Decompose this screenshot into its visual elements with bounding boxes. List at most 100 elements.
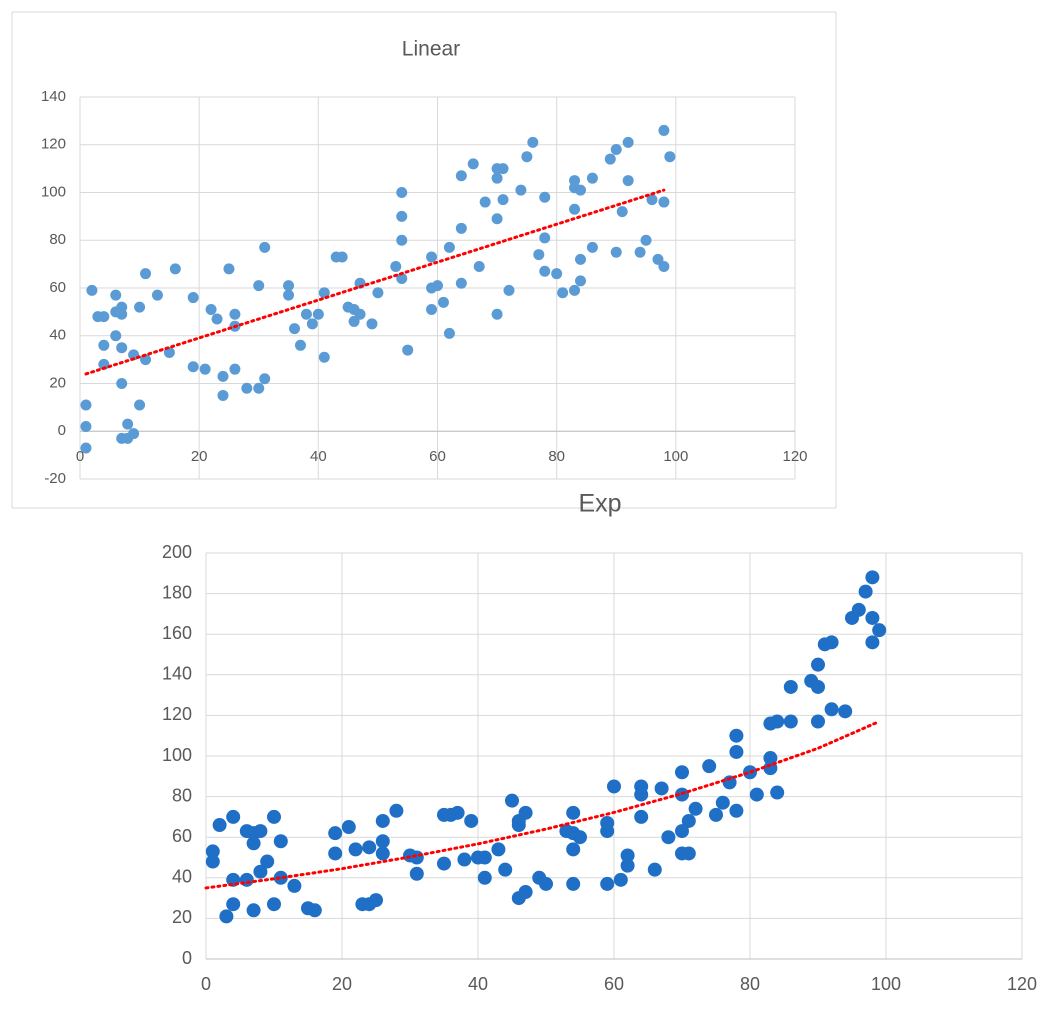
point xyxy=(409,850,424,865)
point xyxy=(658,261,670,273)
point xyxy=(658,124,670,136)
point xyxy=(246,836,261,851)
point xyxy=(328,846,343,861)
point xyxy=(566,842,581,857)
point xyxy=(763,751,778,766)
point xyxy=(838,704,853,719)
point xyxy=(527,136,539,148)
point xyxy=(273,834,288,849)
x-tick-label: 20 xyxy=(191,448,208,465)
chart-title: Linear xyxy=(402,38,460,61)
point xyxy=(443,241,455,253)
point xyxy=(675,765,689,780)
point xyxy=(503,284,515,296)
point xyxy=(253,382,265,394)
point xyxy=(566,876,581,891)
point xyxy=(477,850,492,865)
point xyxy=(366,318,378,330)
point xyxy=(98,311,110,323)
point xyxy=(477,870,492,885)
point xyxy=(187,361,199,373)
x-tick-label: 0 xyxy=(201,974,211,994)
point xyxy=(205,854,220,869)
point xyxy=(681,846,696,861)
point xyxy=(375,813,390,828)
point xyxy=(402,344,414,356)
point xyxy=(533,249,545,261)
x-tick-label: 100 xyxy=(871,974,901,994)
point xyxy=(675,824,689,839)
point xyxy=(640,234,652,246)
point xyxy=(681,813,696,828)
point xyxy=(539,191,551,203)
point xyxy=(783,714,798,729)
x-tick-label: 20 xyxy=(332,974,352,994)
x-tick-label: 120 xyxy=(1007,974,1037,994)
point xyxy=(455,170,467,182)
point xyxy=(80,420,92,432)
point xyxy=(865,635,880,650)
point xyxy=(294,339,306,351)
point xyxy=(375,846,390,861)
chart-border xyxy=(11,11,837,509)
x-tick-label: 100 xyxy=(663,448,688,465)
point xyxy=(226,809,241,824)
point xyxy=(569,203,581,215)
point xyxy=(702,759,717,774)
point xyxy=(443,327,455,339)
chart-title: Exp xyxy=(578,490,621,518)
point xyxy=(426,303,438,315)
point xyxy=(110,330,122,342)
x-tick-label: 40 xyxy=(310,448,327,465)
point xyxy=(491,308,503,320)
point xyxy=(770,785,785,800)
y-tick-label: 0 xyxy=(58,422,66,439)
y-tick-label: 120 xyxy=(162,704,192,724)
point xyxy=(539,265,551,277)
point xyxy=(610,246,622,258)
point xyxy=(328,826,343,841)
y-tick-label: 140 xyxy=(162,664,192,684)
point xyxy=(306,318,318,330)
point xyxy=(241,382,253,394)
point xyxy=(551,268,563,280)
point xyxy=(187,292,199,304)
point xyxy=(253,864,268,879)
point xyxy=(658,196,670,208)
point xyxy=(811,714,825,729)
point xyxy=(457,852,472,867)
x-tick-label: 0 xyxy=(76,448,84,465)
x-tick-label: 120 xyxy=(782,448,807,465)
point xyxy=(229,308,241,320)
point xyxy=(253,280,265,292)
point xyxy=(865,570,880,585)
point xyxy=(573,830,587,845)
point xyxy=(688,801,703,816)
point xyxy=(622,175,634,187)
point xyxy=(604,153,616,165)
point xyxy=(646,194,658,206)
point xyxy=(229,363,241,375)
point xyxy=(613,872,628,887)
point xyxy=(110,289,122,301)
point xyxy=(770,714,785,729)
point xyxy=(312,308,324,320)
point xyxy=(267,809,281,824)
point xyxy=(715,795,730,810)
point xyxy=(586,172,598,184)
point xyxy=(497,163,509,175)
y-tick-label: 20 xyxy=(49,374,66,391)
point xyxy=(369,893,383,908)
point xyxy=(811,679,825,694)
point xyxy=(473,261,485,273)
point xyxy=(134,301,146,313)
point xyxy=(318,351,330,363)
point xyxy=(80,442,92,454)
y-tick-label: 200 xyxy=(162,542,192,562)
point xyxy=(86,284,98,296)
y-tick-label: 80 xyxy=(172,785,192,805)
point xyxy=(375,834,390,849)
point xyxy=(300,308,312,320)
